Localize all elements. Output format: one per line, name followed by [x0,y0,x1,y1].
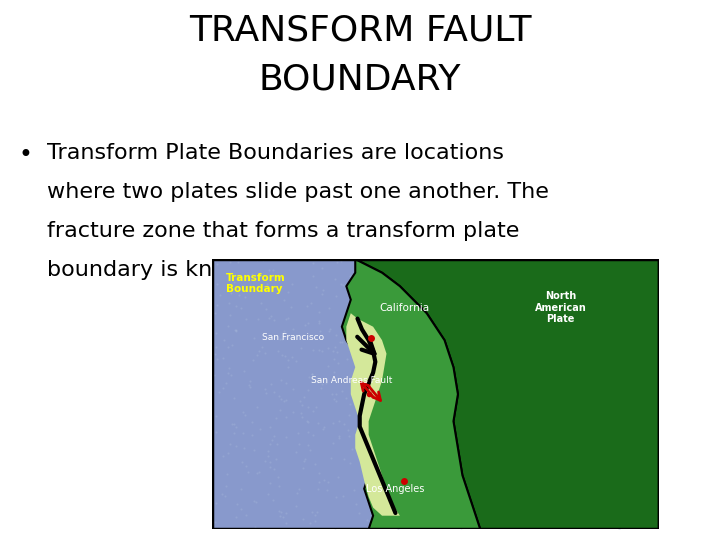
Text: boundary is known as a transform fault.: boundary is known as a transform fault. [47,260,492,280]
Text: TRANSFORM FAULT: TRANSFORM FAULT [189,14,531,48]
Text: •: • [18,143,32,167]
Text: BOUNDARY: BOUNDARY [258,62,462,96]
Text: where two plates slide past one another. The: where two plates slide past one another.… [47,182,549,202]
Text: San Francisco: San Francisco [262,333,324,342]
Polygon shape [355,259,659,529]
Text: Transform Plate Boundaries are locations: Transform Plate Boundaries are locations [47,143,504,163]
Text: Los Angeles: Los Angeles [366,484,425,494]
Text: North
American
Plate: North American Plate [535,291,587,325]
Polygon shape [342,259,480,529]
Text: Transform
Boundary: Transform Boundary [226,273,286,294]
Polygon shape [346,313,400,516]
Text: fracture zone that forms a transform plate: fracture zone that forms a transform pla… [47,221,519,241]
Text: San Andreas Fault: San Andreas Fault [310,376,392,385]
Text: California: California [379,303,429,313]
